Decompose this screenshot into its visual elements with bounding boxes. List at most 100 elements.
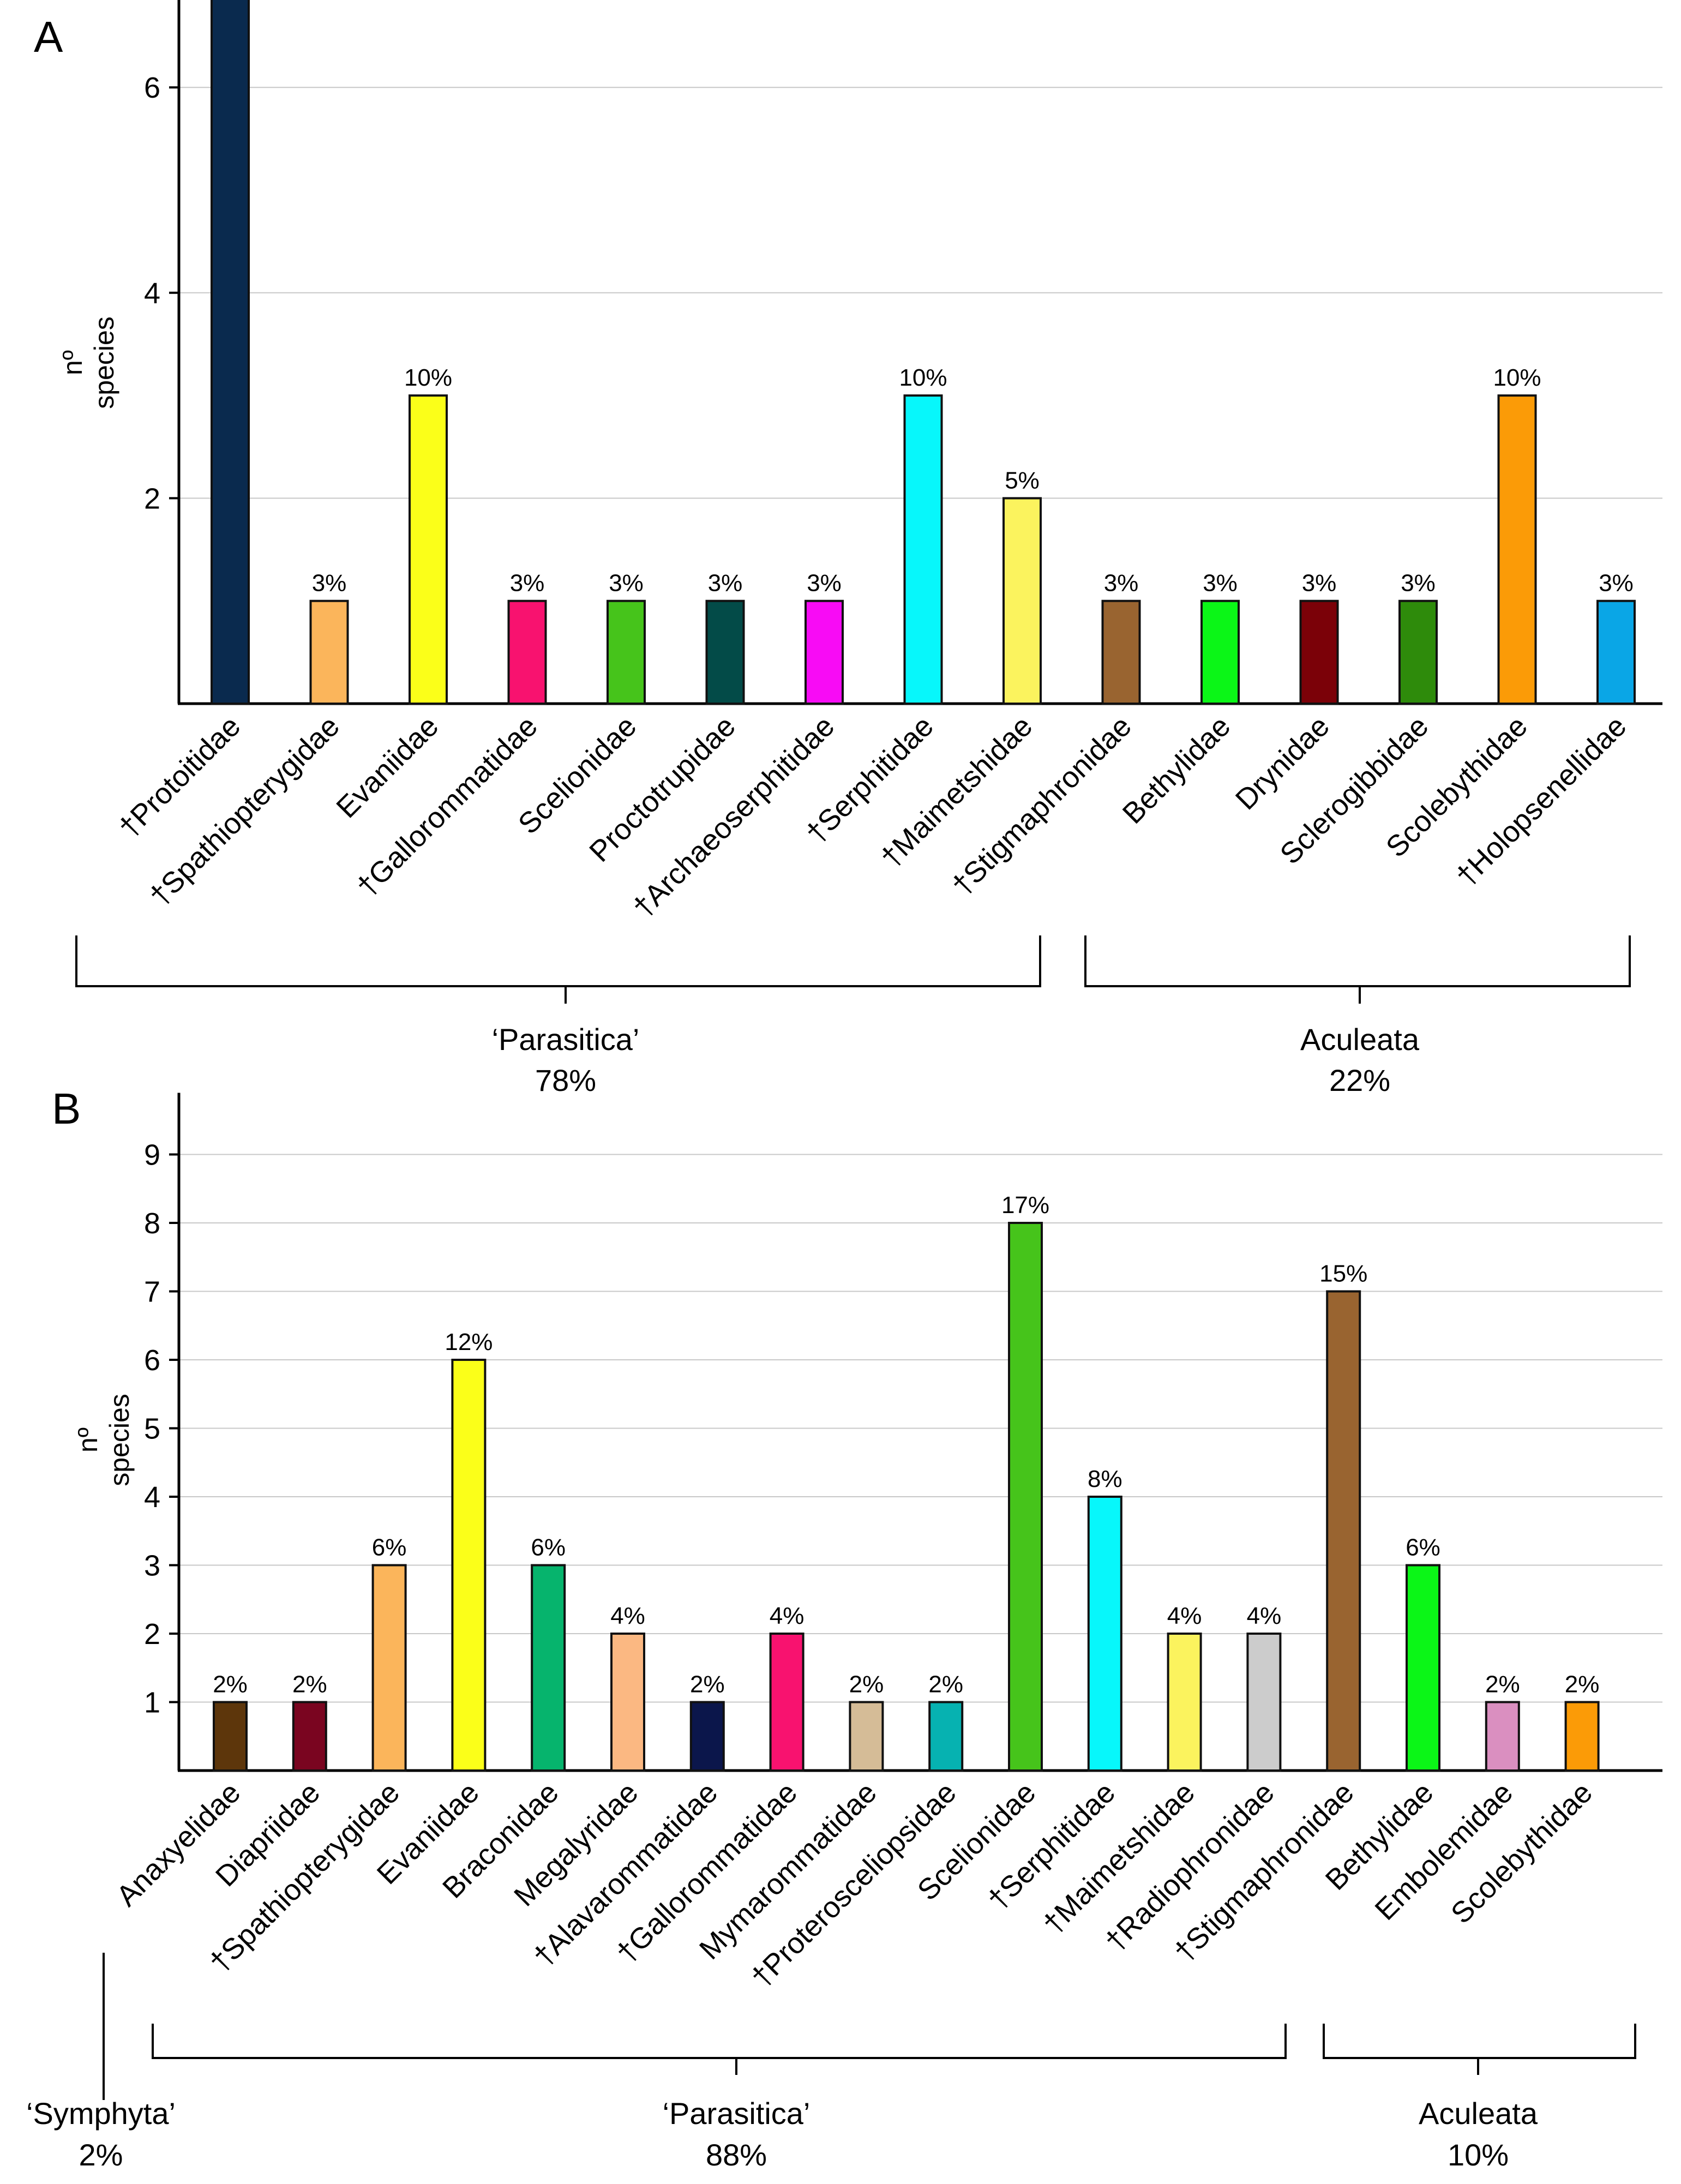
bar: [213, 1701, 248, 1772]
bar: [211, 0, 250, 705]
y-axis-label-line: nº: [73, 1427, 103, 1453]
bar: [1167, 1633, 1202, 1772]
group-bracket: [1084, 935, 1631, 987]
bar: [1406, 1564, 1440, 1772]
bar: [1087, 1496, 1122, 1772]
bar: [689, 1701, 725, 1772]
bar: [1101, 599, 1141, 705]
bar: [903, 394, 943, 705]
bar: [292, 1701, 327, 1772]
bar: [1299, 599, 1339, 705]
data-label: 10%: [899, 364, 947, 391]
data-label: 3%: [1599, 570, 1634, 597]
data-label: 6%: [1406, 1534, 1440, 1561]
bar: [610, 1633, 645, 1772]
data-label: 3%: [708, 570, 743, 597]
y-tick-label: 1: [144, 1687, 160, 1719]
group-bracket: [152, 2024, 1287, 2059]
group-name: ‘Symphyta’: [26, 2096, 176, 2131]
x-category-label: †Holopsenellidae: [1450, 710, 1632, 892]
data-label: 10%: [1493, 364, 1541, 391]
group-bracket: [1323, 2024, 1636, 2059]
y-axis-label: nºspecies: [57, 316, 119, 409]
data-label: 3%: [1104, 570, 1139, 597]
data-label: 6%: [531, 1534, 566, 1561]
x-category-label: Scolebythidae: [1445, 1776, 1599, 1930]
data-label: 10%: [404, 364, 452, 391]
bar: [849, 1701, 884, 1772]
y-tick-label: 9: [144, 1139, 160, 1172]
y-tick-label: 2: [144, 482, 160, 515]
y-tick-label: 4: [144, 277, 160, 310]
data-label: 2%: [292, 1671, 327, 1698]
y-axis-label-line: species: [89, 316, 119, 409]
bar: [371, 1564, 407, 1772]
data-label: 2%: [928, 1671, 963, 1698]
panel-letter: B: [52, 1084, 81, 1133]
y-tick-label: 8: [144, 1207, 160, 1240]
data-label: 4%: [770, 1603, 805, 1629]
group-percent: 10%: [1448, 2138, 1509, 2172]
y-tick-label: 6: [144, 1344, 160, 1377]
bar: [409, 394, 448, 705]
y-axis-label: nºspecies: [73, 1394, 135, 1486]
x-category-label: Embolemidae: [1368, 1776, 1519, 1927]
panel-a: A24681012nºspecies35%†Protoitidae3%†Spat…: [34, 0, 1662, 1097]
bar: [1002, 497, 1042, 705]
group-percent: 78%: [535, 1063, 596, 1097]
bar: [805, 599, 844, 705]
group-percent: 88%: [706, 2138, 767, 2172]
data-label: 17%: [1001, 1192, 1049, 1219]
bar: [1564, 1701, 1600, 1772]
data-label: 2%: [690, 1671, 725, 1698]
data-label: 3%: [1302, 570, 1337, 597]
group-name: Aculeata: [1419, 2096, 1538, 2131]
bar: [1398, 599, 1438, 705]
bar: [451, 1359, 487, 1772]
y-axis-label-line: species: [104, 1394, 135, 1486]
group-name: ‘Parasitica’: [492, 1022, 640, 1057]
data-label: 12%: [445, 1329, 493, 1355]
x-category-label: †Spathiopterygidae: [143, 710, 346, 912]
panel-b: B123456789nºspecies2%Anaxyelidae2%Diapri…: [26, 1084, 1662, 2172]
data-label: 15%: [1319, 1261, 1367, 1287]
group-bracket: [75, 935, 1041, 987]
data-label: 3%: [312, 570, 347, 597]
data-label: 2%: [213, 1671, 248, 1698]
bar: [1326, 1290, 1361, 1772]
data-label: 2%: [1565, 1671, 1600, 1698]
y-tick-label: 5: [144, 1413, 160, 1445]
group-percent: 22%: [1329, 1063, 1390, 1097]
bar: [1596, 599, 1636, 705]
bar: [1246, 1633, 1282, 1772]
bar: [1485, 1701, 1520, 1772]
y-axis-label-line: nº: [57, 350, 88, 375]
data-label: 8%: [1088, 1466, 1122, 1492]
y-tick-label: 2: [144, 1618, 160, 1651]
data-label: 3%: [609, 570, 644, 597]
y-tick-label: 4: [144, 1481, 160, 1514]
group-name: ‘Parasitica’: [663, 2096, 811, 2131]
bar: [769, 1633, 805, 1772]
bar: [1200, 599, 1240, 705]
x-category-label: †Gallorommatidae: [351, 710, 544, 903]
bar: [928, 1701, 964, 1772]
panel-letter: A: [34, 13, 63, 61]
data-label: 4%: [1247, 1603, 1282, 1629]
data-label: 3%: [1401, 570, 1436, 597]
data-label: 6%: [372, 1534, 407, 1561]
y-tick-label: 7: [144, 1276, 160, 1309]
data-label: 3%: [807, 570, 842, 597]
data-label: 4%: [1167, 1603, 1202, 1629]
data-label: 2%: [1485, 1671, 1520, 1698]
x-category-label: Anaxyelidae: [110, 1776, 247, 1912]
data-label: 4%: [610, 1603, 645, 1629]
bar: [531, 1564, 566, 1772]
data-label: 3%: [1203, 570, 1238, 597]
y-tick-label: 3: [144, 1550, 160, 1582]
bar: [607, 599, 646, 705]
bar: [1008, 1222, 1043, 1772]
bar: [705, 599, 745, 705]
x-category-label: Bethylidae: [1116, 710, 1237, 830]
